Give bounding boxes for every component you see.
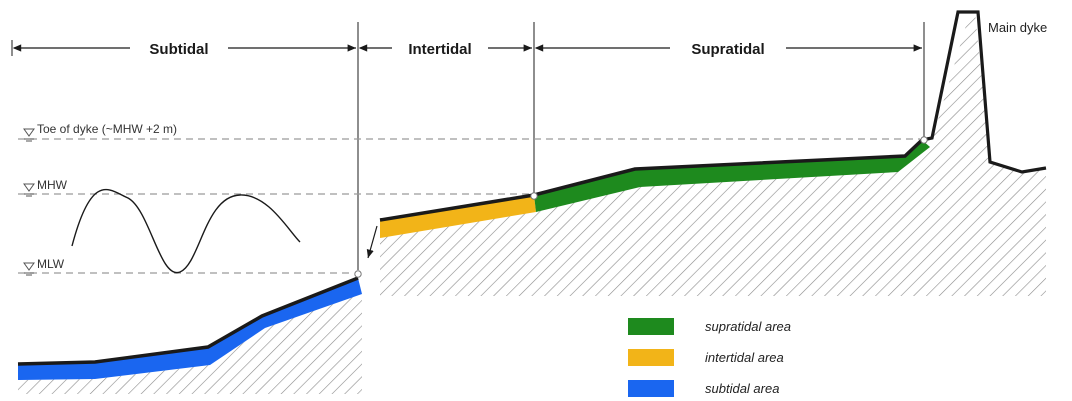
legend-swatch-subtidal (628, 380, 674, 397)
tide-wave-curve (71, 188, 301, 274)
toe-point-marker-icon (920, 136, 928, 144)
legend-label-subtidal: subtidal area (705, 381, 779, 396)
legend-swatch-supratidal (628, 318, 674, 335)
intertidal-area-fill (380, 195, 536, 238)
level-markers (23, 128, 35, 276)
subtidal-ground-hatch (18, 294, 362, 394)
legend-swatch-intertidal (628, 349, 674, 366)
zone-label-intertidal: Intertidal (408, 41, 471, 58)
legend-label-intertidal: intertidal area (705, 350, 784, 365)
scarp-arrow-icon (366, 225, 378, 259)
subtidal-area-fill (18, 278, 362, 380)
legend-label-supratidal: supratidal area (705, 319, 791, 334)
toe-of-dyke-label: Toe of dyke (~MHW +2 m) (37, 122, 177, 136)
mhw-point-marker-icon (530, 192, 538, 200)
zone-label-supratidal: Supratidal (691, 41, 764, 58)
zone-label-subtidal: Subtidal (149, 41, 208, 58)
upper-ground-hatch (380, 12, 1046, 296)
supratidal-area-fill (534, 140, 930, 212)
main-dyke-outline (921, 10, 1047, 174)
mhw-label: MHW (37, 178, 68, 192)
mhw-level-marker-icon (23, 183, 35, 197)
boundary-point-markers (354, 136, 928, 278)
mlw-label: MLW (37, 257, 65, 271)
water-level-lines (18, 138, 920, 274)
subtidal-surface-line (17, 276, 359, 366)
legend: supratidal area intertidal area subtidal… (628, 318, 791, 397)
mlw-level-marker-icon (23, 262, 35, 276)
mlw-point-marker-icon (354, 270, 362, 278)
upper-surface-line (379, 138, 924, 222)
main-dyke-label: Main dyke (988, 20, 1047, 35)
toe-level-marker-icon (23, 128, 35, 142)
zone-boundaries (11, 22, 925, 270)
